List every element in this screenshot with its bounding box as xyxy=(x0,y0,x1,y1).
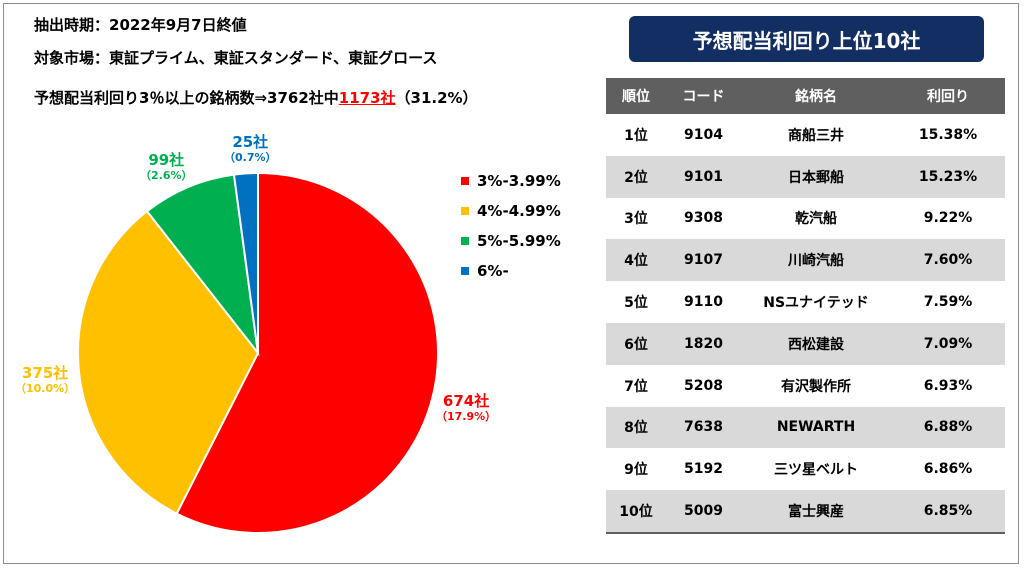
slice-count-label: 25社 xyxy=(232,133,269,151)
legend-item: 5%-5.99% xyxy=(461,226,561,256)
legend-item: 6%- xyxy=(461,256,561,286)
slice-percent-label: （2.6%） xyxy=(140,169,193,182)
cell-yield: 15.23% xyxy=(891,155,1005,198)
cell-name: 川崎汽船 xyxy=(741,239,891,282)
slice-count-label: 375社 xyxy=(21,364,69,382)
cell-code: 9308 xyxy=(666,197,741,240)
slice-count-label: 674社 xyxy=(442,392,490,410)
pie-slice-2 xyxy=(145,173,260,357)
slice-label-6plus: 25社 （0.7%） xyxy=(224,133,277,165)
legend-item: 4%-4.99% xyxy=(461,196,561,226)
count-text: 予想配当利回り3％以上の銘柄数⇒3762社中1173社（31.2%） xyxy=(34,87,478,108)
cell-yield: 6.85% xyxy=(891,490,1005,534)
table-row: 6位 1820 西松建設 7.09% xyxy=(606,322,1005,365)
cell-yield: 15.38% xyxy=(891,114,1005,156)
cell-yield: 9.22% xyxy=(891,197,1005,240)
cell-name: 有沢製作所 xyxy=(741,364,891,407)
legend-label: 6%- xyxy=(477,262,509,280)
cell-code: 5208 xyxy=(666,364,741,407)
cell-yield: 7.59% xyxy=(891,281,1005,323)
table-row: 3位 9308 乾汽船 9.22% xyxy=(606,197,1005,240)
legend-swatch xyxy=(461,177,469,185)
slice-count-label: 99社 xyxy=(148,151,185,169)
cell-rank: 1位 xyxy=(606,114,666,156)
table-row: 9位 5192 三ツ星ベルト 6.86% xyxy=(606,448,1005,491)
table-row: 1位 9104 商船三井 15.38% xyxy=(606,114,1005,156)
table-row: 8位 7638 NEWARTH 6.88% xyxy=(606,406,1005,449)
slice-percent-label: （17.9%） xyxy=(436,410,497,423)
table-row: 4位 9107 川崎汽船 7.60% xyxy=(606,239,1005,282)
cell-name: 日本郵船 xyxy=(741,155,891,198)
cell-rank: 6位 xyxy=(606,322,666,365)
legend: 3%-3.99% 4%-4.99% 5%-5.99% 6%- xyxy=(461,166,561,286)
count-highlight: 1173社 xyxy=(338,89,396,107)
header-yield: 利回り xyxy=(891,78,1005,114)
pie-slice-3 xyxy=(232,171,259,354)
legend-swatch xyxy=(461,207,469,215)
cell-yield: 6.86% xyxy=(891,448,1005,491)
table-row: 5位 9110 NSユナイテッド 7.59% xyxy=(606,281,1005,323)
cell-name: 西松建設 xyxy=(741,322,891,365)
pie-slice-0 xyxy=(175,171,439,534)
cell-yield: 7.60% xyxy=(891,239,1005,282)
count-suffix: （31.2%） xyxy=(395,89,478,107)
cell-rank: 5位 xyxy=(606,281,666,323)
legend-item: 3%-3.99% xyxy=(461,166,561,196)
header-code: コード xyxy=(666,78,741,114)
cell-code: 9107 xyxy=(666,239,741,282)
slice-percent-label: （0.7%） xyxy=(224,151,277,164)
cell-name: NEWARTH xyxy=(741,406,891,449)
slice-label-4-4.99: 375社 （10.0%） xyxy=(15,364,75,396)
cell-rank: 4位 xyxy=(606,239,666,282)
cell-name: 富士興産 xyxy=(741,490,891,534)
period-text: 抽出時期：2022年9月7日終値 xyxy=(34,16,247,34)
cell-code: 9104 xyxy=(666,114,741,156)
cell-yield: 6.93% xyxy=(891,364,1005,407)
cell-rank: 9位 xyxy=(606,448,666,491)
cell-code: 5009 xyxy=(666,490,741,534)
cell-rank: 2位 xyxy=(606,155,666,198)
cell-rank: 3位 xyxy=(606,197,666,240)
header-rank: 順位 xyxy=(606,78,666,114)
cell-name: NSユナイテッド xyxy=(741,281,891,323)
cell-name: 乾汽船 xyxy=(741,197,891,240)
cell-code: 1820 xyxy=(666,322,741,365)
slice-label-5-5.99: 99社 （2.6%） xyxy=(140,151,193,183)
table-header-row: 順位 コード 銘柄名 利回り xyxy=(606,78,1005,114)
ranking-table: 順位 コード 銘柄名 利回り 1位 9104 商船三井 15.38% 2位 91… xyxy=(606,78,1005,534)
cell-rank: 10位 xyxy=(606,490,666,534)
legend-swatch xyxy=(461,237,469,245)
pie-slice-1 xyxy=(77,209,260,515)
cell-yield: 6.88% xyxy=(891,406,1005,449)
legend-swatch xyxy=(461,267,469,275)
count-prefix: 予想配当利回り3％以上の銘柄数⇒3762社中 xyxy=(34,89,339,107)
cell-rank: 7位 xyxy=(606,364,666,407)
cell-code: 9101 xyxy=(666,155,741,198)
table-row: 7位 5208 有沢製作所 6.93% xyxy=(606,364,1005,407)
cell-yield: 7.09% xyxy=(891,322,1005,365)
cell-code: 9110 xyxy=(666,281,741,323)
cell-code: 7638 xyxy=(666,406,741,449)
header-name: 銘柄名 xyxy=(741,78,891,114)
slice-label-3-3.99: 674社 （17.9%） xyxy=(436,392,496,424)
legend-label: 4%-4.99% xyxy=(477,202,561,220)
cell-code: 5192 xyxy=(666,448,741,491)
pie-chart xyxy=(77,171,439,534)
cell-name: 三ツ星ベルト xyxy=(741,448,891,491)
ranking-title: 予想配当利回り上位10社 xyxy=(629,16,984,62)
market-text: 対象市場：東証プライム、東証スタンダード、東証グロース xyxy=(34,49,438,67)
legend-label: 3%-3.99% xyxy=(477,172,561,190)
table-row: 10位 5009 富士興産 6.85% xyxy=(606,490,1005,534)
cell-rank: 8位 xyxy=(606,406,666,449)
slice-percent-label: （10.0%） xyxy=(15,382,76,395)
legend-label: 5%-5.99% xyxy=(477,232,561,250)
table-row: 2位 9101 日本郵船 15.23% xyxy=(606,155,1005,198)
cell-name: 商船三井 xyxy=(741,114,891,156)
